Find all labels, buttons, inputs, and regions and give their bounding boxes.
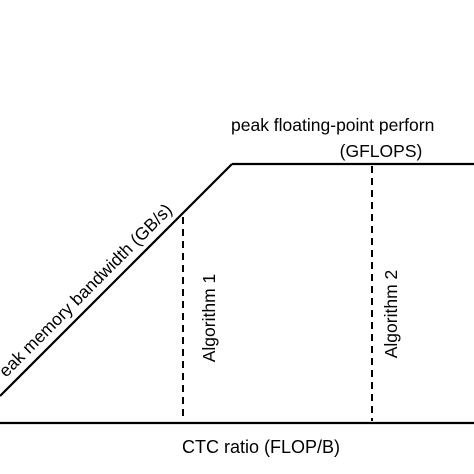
bandwidth-slope-line <box>0 163 233 397</box>
algorithm1-label: Algorithm 1 <box>199 274 219 363</box>
peak-performance-label-line2: (GFLOPS) <box>340 141 423 161</box>
x-axis-label: CTC ratio (FLOP/B) <box>182 437 340 457</box>
memory-bandwidth-label: eak memory bandwidth (GB/s) <box>0 200 176 381</box>
algorithm2-label: Algorithm 2 <box>381 270 401 359</box>
peak-performance-label-line1: peak floating-point perforn <box>231 115 434 135</box>
